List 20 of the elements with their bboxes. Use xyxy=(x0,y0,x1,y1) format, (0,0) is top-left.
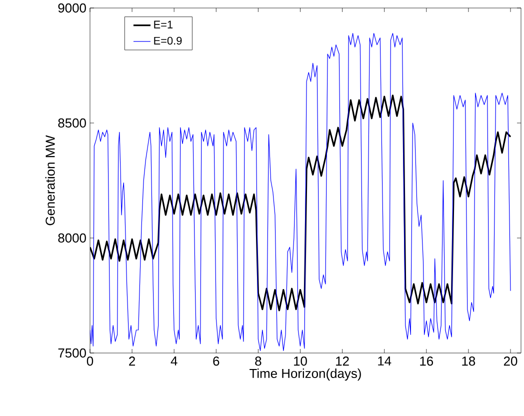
x-tick-label: 12 xyxy=(336,356,349,366)
x-axis-title: Time Horizon(days) xyxy=(250,368,361,381)
x-tick-label: 16 xyxy=(420,356,434,366)
y-axis-title: Generation MW xyxy=(45,135,55,226)
line-series xyxy=(90,32,511,351)
y-tick-label: 8000 xyxy=(58,233,86,243)
x-tick-label: 2 xyxy=(129,356,135,366)
x-tick-label: 10 xyxy=(294,356,307,366)
y-tick-label: 9000 xyxy=(58,3,86,13)
x-tick-label: 20 xyxy=(504,356,518,366)
x-tick-label: 0 xyxy=(86,356,94,366)
x-tick-label: 14 xyxy=(378,356,392,366)
legend-label: E=1 xyxy=(154,20,173,28)
y-tick-label: 7500 xyxy=(58,348,86,358)
x-tick-label: 8 xyxy=(255,356,262,366)
y-tick-label: 8500 xyxy=(58,118,86,128)
x-tick-label: 18 xyxy=(462,356,476,366)
x-tick-label: 4 xyxy=(170,356,178,366)
legend-label: E=0.9 xyxy=(154,36,182,45)
x-tick-label: 6 xyxy=(213,356,220,366)
